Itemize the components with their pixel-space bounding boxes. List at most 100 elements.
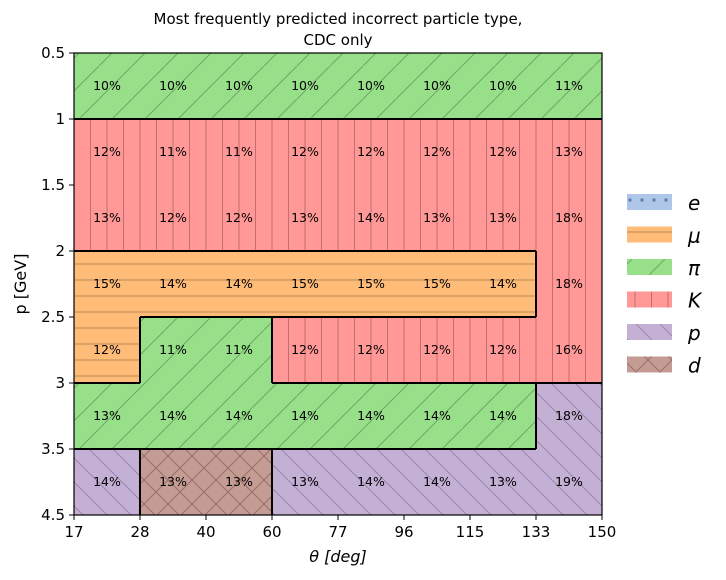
cell-label: 11% <box>555 78 583 93</box>
heatmap-cell-hatch <box>272 185 338 251</box>
heatmap-cell-hatch <box>470 317 536 383</box>
legend-label: d <box>688 354 701 378</box>
heatmap-cell-hatch <box>404 383 470 449</box>
cell-label: 13% <box>225 474 253 489</box>
cell-label: 12% <box>489 144 517 159</box>
cell-label: 10% <box>489 78 517 93</box>
heatmap-cell-hatch <box>536 119 602 185</box>
heatmap-cell-hatch <box>338 251 404 317</box>
legend-label: p <box>687 321 701 345</box>
heatmap-cell-hatch <box>272 251 338 317</box>
heatmap-cell-hatch <box>338 119 404 185</box>
heatmap-cell-hatch <box>74 449 140 515</box>
legend-swatch-hatch <box>627 291 672 308</box>
cell-label: 13% <box>555 144 583 159</box>
heatmap-cell-hatch <box>140 119 206 185</box>
cell-label: 10% <box>423 78 451 93</box>
heatmap-cell-hatch <box>272 53 338 119</box>
legend-swatch-hatch <box>627 324 672 340</box>
heatmap-cell-hatch <box>536 53 602 119</box>
y-tick-label: 0.5 <box>41 44 65 62</box>
y-tick-label: 1 <box>55 110 65 128</box>
cell-label: 12% <box>489 342 517 357</box>
x-tick-label: 77 <box>328 523 347 541</box>
cell-label: 14% <box>159 408 187 423</box>
cell-label: 14% <box>225 276 253 291</box>
cell-label: 14% <box>489 408 517 423</box>
heatmap-cell-hatch <box>206 251 272 317</box>
cell-label: 14% <box>93 474 121 489</box>
legend-label: K <box>688 289 703 313</box>
cell-labels: 10% 10% 10% 10% 10% 10% 10% 11% 12% 11% 11% 12% 12% 1… <box>93 78 583 489</box>
heatmap-cell-hatch <box>206 53 272 119</box>
cell-label: 18% <box>555 276 583 291</box>
x-tick-label: 96 <box>394 523 413 541</box>
heatmap-cell-hatch <box>470 185 536 251</box>
legend-label: e <box>688 191 700 215</box>
cell-label: 13% <box>291 474 319 489</box>
y-ticks: 0.5 1 1.5 2 2.5 3 3.5 4.5 <box>41 44 74 524</box>
cell-label: 12% <box>159 210 187 225</box>
heatmap-cell-hatch <box>140 317 206 383</box>
x-tick-label: 17 <box>64 523 83 541</box>
heatmap-cell-hatch <box>140 251 206 317</box>
cell-label: 10% <box>93 78 121 93</box>
cell-label: 14% <box>423 408 451 423</box>
heatmap-cell-hatch <box>74 119 140 185</box>
heatmap-cell-hatch <box>404 317 470 383</box>
cell-label: 12% <box>291 342 319 357</box>
y-tick-label: 3 <box>55 374 65 392</box>
legend-swatch-hatch <box>627 259 672 275</box>
heatmap-cell-hatch <box>404 251 470 317</box>
x-tick-label: 28 <box>130 523 149 541</box>
legend-label: π <box>688 256 701 280</box>
heatmap-cell-hatch <box>74 251 140 317</box>
chart-title-line2: CDC only <box>304 31 373 49</box>
cell-label: 12% <box>423 342 451 357</box>
region-borders <box>74 118 602 515</box>
heatmap-cell-hatch <box>272 317 338 383</box>
heatmap-cell-hatch <box>206 185 272 251</box>
heatmap-cell-hatch <box>140 53 206 119</box>
heatmap-cell-hatch <box>140 449 206 515</box>
legend-swatch-hatch <box>627 226 672 243</box>
cell-label: 10% <box>225 78 253 93</box>
heatmap-cell-hatch <box>536 317 602 383</box>
cell-label: 14% <box>291 408 319 423</box>
heatmap-cell-hatch <box>404 119 470 185</box>
cell-label: 13% <box>93 210 121 225</box>
heatmap-cell-hatch <box>74 317 140 383</box>
cell-label: 15% <box>423 276 451 291</box>
y-tick-label: 3.5 <box>41 440 65 458</box>
cell-label: 18% <box>555 408 583 423</box>
heatmap-cell-hatch <box>470 383 536 449</box>
heatmap-cell-hatch <box>272 383 338 449</box>
heatmap-cell-hatch <box>470 53 536 119</box>
cell-label: 13% <box>291 210 319 225</box>
cell-label: 12% <box>93 342 121 357</box>
cell-label: 12% <box>357 342 385 357</box>
cell-label: 12% <box>93 144 121 159</box>
heatmap-cell-hatch <box>536 251 602 317</box>
heatmap-cell-hatch <box>272 449 338 515</box>
cell-label: 10% <box>159 78 187 93</box>
heatmap-cell-hatch <box>536 185 602 251</box>
cell-label: 13% <box>489 210 517 225</box>
x-ticks: 17 28 40 60 77 96 115 133 150 <box>64 515 616 541</box>
cell-label: 18% <box>555 210 583 225</box>
heatmap-cell-hatch <box>470 119 536 185</box>
heatmap-cell-hatch <box>470 251 536 317</box>
cell-label: 19% <box>555 474 583 489</box>
heatmap-cell-hatch <box>140 383 206 449</box>
heatmap-cell-hatch <box>74 383 140 449</box>
y-tick-label: 1.5 <box>41 176 65 194</box>
x-tick-label: 40 <box>196 523 215 541</box>
x-tick-label: 115 <box>456 523 485 541</box>
x-tick-label: 60 <box>262 523 281 541</box>
heatmap-cell-hatch <box>536 449 602 515</box>
cell-label: 15% <box>357 276 385 291</box>
heatmap-cell-hatch <box>206 449 272 515</box>
cell-label: 14% <box>357 210 385 225</box>
legend-swatch-hatch <box>627 194 672 210</box>
